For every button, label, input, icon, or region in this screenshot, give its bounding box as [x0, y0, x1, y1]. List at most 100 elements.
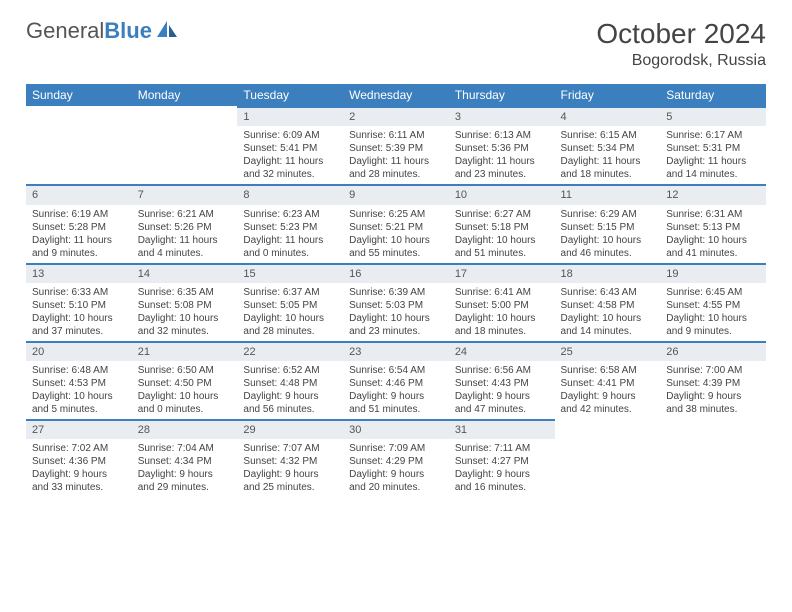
- calendar-week: 6Sunrise: 6:19 AMSunset: 5:28 PMDaylight…: [26, 184, 766, 262]
- day-body: Sunrise: 7:11 AMSunset: 4:27 PMDaylight:…: [449, 439, 555, 497]
- day-number: 18: [555, 263, 661, 283]
- weekday-header: Wednesday: [343, 84, 449, 106]
- day-body: Sunrise: 6:56 AMSunset: 4:43 PMDaylight:…: [449, 361, 555, 419]
- day-number: 13: [26, 263, 132, 283]
- calendar-cell: 6Sunrise: 6:19 AMSunset: 5:28 PMDaylight…: [26, 184, 132, 262]
- day-body: Sunrise: 6:35 AMSunset: 5:08 PMDaylight:…: [132, 283, 238, 341]
- calendar-cell: 18Sunrise: 6:43 AMSunset: 4:58 PMDayligh…: [555, 263, 661, 341]
- calendar-cell: 29Sunrise: 7:07 AMSunset: 4:32 PMDayligh…: [237, 419, 343, 497]
- calendar-cell: .: [660, 419, 766, 497]
- day-body: Sunrise: 6:48 AMSunset: 4:53 PMDaylight:…: [26, 361, 132, 419]
- calendar-cell: 16Sunrise: 6:39 AMSunset: 5:03 PMDayligh…: [343, 263, 449, 341]
- day-number: 5: [660, 106, 766, 126]
- day-number: 1: [237, 106, 343, 126]
- day-body: Sunrise: 6:09 AMSunset: 5:41 PMDaylight:…: [237, 126, 343, 184]
- calendar-cell: 24Sunrise: 6:56 AMSunset: 4:43 PMDayligh…: [449, 341, 555, 419]
- day-number: 8: [237, 184, 343, 204]
- day-body: Sunrise: 7:09 AMSunset: 4:29 PMDaylight:…: [343, 439, 449, 497]
- calendar-cell: .: [26, 106, 132, 184]
- day-body: Sunrise: 6:17 AMSunset: 5:31 PMDaylight:…: [660, 126, 766, 184]
- calendar-week: 20Sunrise: 6:48 AMSunset: 4:53 PMDayligh…: [26, 341, 766, 419]
- weekday-header: Thursday: [449, 84, 555, 106]
- calendar-cell: 20Sunrise: 6:48 AMSunset: 4:53 PMDayligh…: [26, 341, 132, 419]
- day-body: Sunrise: 6:41 AMSunset: 5:00 PMDaylight:…: [449, 283, 555, 341]
- calendar-cell: .: [132, 106, 238, 184]
- day-number: 14: [132, 263, 238, 283]
- month-title: October 2024: [596, 18, 766, 50]
- calendar-cell: 14Sunrise: 6:35 AMSunset: 5:08 PMDayligh…: [132, 263, 238, 341]
- day-number: 25: [555, 341, 661, 361]
- weekday-header: Monday: [132, 84, 238, 106]
- calendar-cell: 4Sunrise: 6:15 AMSunset: 5:34 PMDaylight…: [555, 106, 661, 184]
- calendar-cell: 2Sunrise: 6:11 AMSunset: 5:39 PMDaylight…: [343, 106, 449, 184]
- logo-blue: Blue: [104, 18, 152, 43]
- day-number: 12: [660, 184, 766, 204]
- calendar-cell: 19Sunrise: 6:45 AMSunset: 4:55 PMDayligh…: [660, 263, 766, 341]
- day-body: Sunrise: 6:54 AMSunset: 4:46 PMDaylight:…: [343, 361, 449, 419]
- calendar-cell: 10Sunrise: 6:27 AMSunset: 5:18 PMDayligh…: [449, 184, 555, 262]
- day-number: 7: [132, 184, 238, 204]
- calendar-cell: 23Sunrise: 6:54 AMSunset: 4:46 PMDayligh…: [343, 341, 449, 419]
- weekday-header: Tuesday: [237, 84, 343, 106]
- day-body: Sunrise: 6:50 AMSunset: 4:50 PMDaylight:…: [132, 361, 238, 419]
- calendar-cell: 21Sunrise: 6:50 AMSunset: 4:50 PMDayligh…: [132, 341, 238, 419]
- calendar-week: ..1Sunrise: 6:09 AMSunset: 5:41 PMDaylig…: [26, 106, 766, 184]
- calendar-cell: 1Sunrise: 6:09 AMSunset: 5:41 PMDaylight…: [237, 106, 343, 184]
- day-body: Sunrise: 6:39 AMSunset: 5:03 PMDaylight:…: [343, 283, 449, 341]
- calendar-cell: 3Sunrise: 6:13 AMSunset: 5:36 PMDaylight…: [449, 106, 555, 184]
- day-number: 15: [237, 263, 343, 283]
- day-number: 26: [660, 341, 766, 361]
- calendar-cell: 5Sunrise: 6:17 AMSunset: 5:31 PMDaylight…: [660, 106, 766, 184]
- day-body: Sunrise: 6:58 AMSunset: 4:41 PMDaylight:…: [555, 361, 661, 419]
- day-body: Sunrise: 6:29 AMSunset: 5:15 PMDaylight:…: [555, 205, 661, 263]
- calendar-cell: 13Sunrise: 6:33 AMSunset: 5:10 PMDayligh…: [26, 263, 132, 341]
- calendar-cell: 7Sunrise: 6:21 AMSunset: 5:26 PMDaylight…: [132, 184, 238, 262]
- day-number: 4: [555, 106, 661, 126]
- day-number: 10: [449, 184, 555, 204]
- sail-icon: [156, 20, 178, 43]
- weekday-header: Sunday: [26, 84, 132, 106]
- day-body: Sunrise: 6:52 AMSunset: 4:48 PMDaylight:…: [237, 361, 343, 419]
- calendar-cell: 9Sunrise: 6:25 AMSunset: 5:21 PMDaylight…: [343, 184, 449, 262]
- calendar-week: 13Sunrise: 6:33 AMSunset: 5:10 PMDayligh…: [26, 263, 766, 341]
- header: GeneralBlue October 2024 Bogorodsk, Russ…: [26, 18, 766, 70]
- calendar-cell: 27Sunrise: 7:02 AMSunset: 4:36 PMDayligh…: [26, 419, 132, 497]
- day-number: 2: [343, 106, 449, 126]
- day-number: 6: [26, 184, 132, 204]
- day-body: Sunrise: 6:19 AMSunset: 5:28 PMDaylight:…: [26, 205, 132, 263]
- calendar-cell: 26Sunrise: 7:00 AMSunset: 4:39 PMDayligh…: [660, 341, 766, 419]
- day-number: 20: [26, 341, 132, 361]
- day-body: Sunrise: 6:31 AMSunset: 5:13 PMDaylight:…: [660, 205, 766, 263]
- day-number: 21: [132, 341, 238, 361]
- day-body: Sunrise: 6:37 AMSunset: 5:05 PMDaylight:…: [237, 283, 343, 341]
- calendar-cell: 15Sunrise: 6:37 AMSunset: 5:05 PMDayligh…: [237, 263, 343, 341]
- day-body: Sunrise: 6:15 AMSunset: 5:34 PMDaylight:…: [555, 126, 661, 184]
- day-body: Sunrise: 6:27 AMSunset: 5:18 PMDaylight:…: [449, 205, 555, 263]
- day-number: 31: [449, 419, 555, 439]
- calendar-body: ..1Sunrise: 6:09 AMSunset: 5:41 PMDaylig…: [26, 106, 766, 497]
- calendar-cell: 30Sunrise: 7:09 AMSunset: 4:29 PMDayligh…: [343, 419, 449, 497]
- calendar-cell: 22Sunrise: 6:52 AMSunset: 4:48 PMDayligh…: [237, 341, 343, 419]
- weekday-row: SundayMondayTuesdayWednesdayThursdayFrid…: [26, 84, 766, 106]
- day-number: 22: [237, 341, 343, 361]
- location: Bogorodsk, Russia: [596, 52, 766, 70]
- calendar-cell: 25Sunrise: 6:58 AMSunset: 4:41 PMDayligh…: [555, 341, 661, 419]
- day-body: Sunrise: 6:25 AMSunset: 5:21 PMDaylight:…: [343, 205, 449, 263]
- day-number: 16: [343, 263, 449, 283]
- title-block: October 2024 Bogorodsk, Russia: [596, 18, 766, 70]
- day-number: 19: [660, 263, 766, 283]
- day-number: 17: [449, 263, 555, 283]
- day-number: 27: [26, 419, 132, 439]
- day-body: Sunrise: 6:23 AMSunset: 5:23 PMDaylight:…: [237, 205, 343, 263]
- day-body: Sunrise: 6:11 AMSunset: 5:39 PMDaylight:…: [343, 126, 449, 184]
- logo-text: GeneralBlue: [26, 18, 152, 44]
- weekday-header: Saturday: [660, 84, 766, 106]
- weekday-header: Friday: [555, 84, 661, 106]
- calendar-cell: 31Sunrise: 7:11 AMSunset: 4:27 PMDayligh…: [449, 419, 555, 497]
- day-body: Sunrise: 7:04 AMSunset: 4:34 PMDaylight:…: [132, 439, 238, 497]
- calendar-cell: 11Sunrise: 6:29 AMSunset: 5:15 PMDayligh…: [555, 184, 661, 262]
- calendar-cell: 12Sunrise: 6:31 AMSunset: 5:13 PMDayligh…: [660, 184, 766, 262]
- day-body: Sunrise: 6:21 AMSunset: 5:26 PMDaylight:…: [132, 205, 238, 263]
- day-body: Sunrise: 6:45 AMSunset: 4:55 PMDaylight:…: [660, 283, 766, 341]
- calendar-cell: .: [555, 419, 661, 497]
